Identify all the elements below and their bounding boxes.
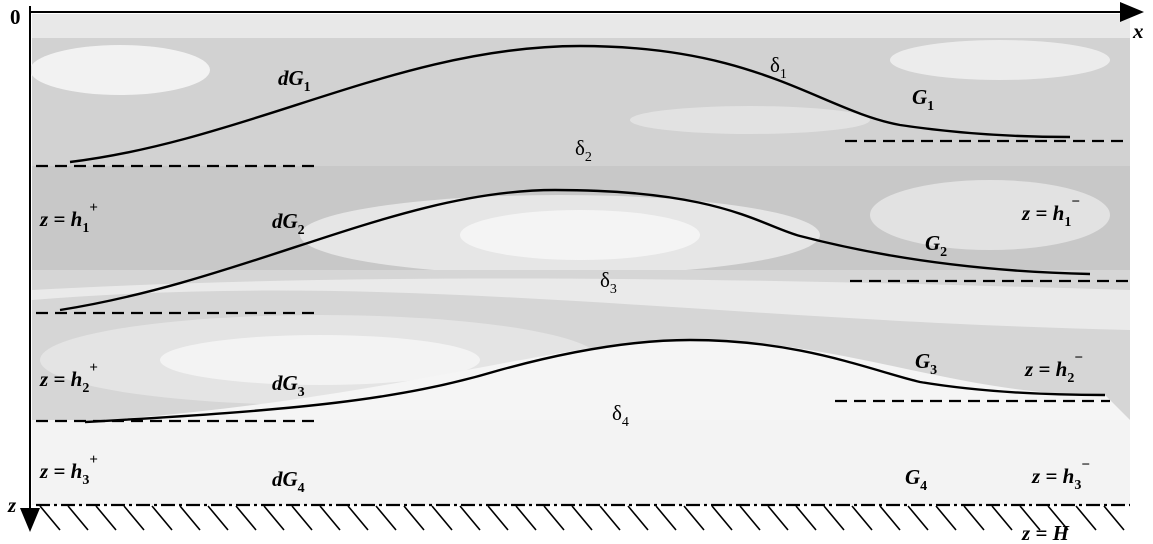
label-sub: 4: [298, 481, 305, 496]
hatch-line: [208, 506, 228, 530]
label-main: z = h: [1021, 201, 1064, 225]
label-main: dG: [272, 371, 298, 395]
hatch-line: [40, 506, 60, 530]
hatch-line: [1076, 506, 1096, 530]
label-sub: 2: [1067, 371, 1074, 386]
label-sub: 3: [610, 282, 617, 297]
label-sup: −: [1081, 457, 1090, 473]
label-sub: 1: [82, 221, 89, 236]
label-main: z = h: [1031, 464, 1074, 488]
hatch-line: [432, 506, 452, 530]
label-sub: 3: [930, 363, 937, 378]
hatch-line: [68, 506, 88, 530]
label-sub: 2: [585, 150, 592, 165]
label-sub: 2: [940, 245, 947, 260]
hatch-line: [348, 506, 368, 530]
label-sub: 4: [920, 479, 927, 494]
label-sub: 1: [780, 67, 787, 82]
hatch-line: [544, 506, 564, 530]
label-sup: +: [89, 452, 98, 468]
z-axis-label: z: [7, 493, 17, 517]
diagram: 0 x z dG1δ1G1δ2z = h1+dG2z = h1−G2δ3z = …: [0, 0, 1153, 544]
hatch-line: [96, 506, 116, 530]
hatch-line: [124, 506, 144, 530]
hatch-line: [796, 506, 816, 530]
hatch-line: [180, 506, 200, 530]
hatch-line: [656, 506, 676, 530]
hatch-line: [628, 506, 648, 530]
bottom-hatching: [40, 506, 1124, 530]
label-main: δ: [770, 53, 780, 77]
label-sub: 1: [927, 99, 934, 114]
label-main: G: [912, 85, 927, 109]
hatch-line: [320, 506, 340, 530]
hatch-line: [152, 506, 172, 530]
label-main: dG: [278, 66, 304, 90]
label-main: z = h: [39, 459, 82, 483]
hatch-line: [740, 506, 760, 530]
label-main: z = H: [1021, 521, 1070, 544]
hatch-line: [600, 506, 620, 530]
hatch-line: [264, 506, 284, 530]
label-main: z = h: [1024, 357, 1067, 381]
label-main: G: [915, 349, 930, 373]
label-sub: 2: [298, 223, 305, 238]
label-sup: +: [89, 200, 98, 216]
hatch-line: [572, 506, 592, 530]
hatch-line: [992, 506, 1012, 530]
hatch-line: [488, 506, 508, 530]
label-main: dG: [272, 209, 298, 233]
hatch-line: [1104, 506, 1124, 530]
label-sub: 1: [304, 80, 311, 95]
label-main: G: [925, 231, 940, 255]
hatch-line: [376, 506, 396, 530]
origin-label: 0: [10, 5, 21, 29]
background: [30, 14, 1130, 505]
hatch-line: [824, 506, 844, 530]
label: z = H: [1021, 521, 1070, 544]
hatch-line: [404, 506, 424, 530]
hatch-line: [516, 506, 536, 530]
label-main: δ: [600, 268, 610, 292]
hatch-line: [460, 506, 480, 530]
label-sup: −: [1071, 194, 1080, 210]
hatch-line: [852, 506, 872, 530]
x-axis-label: x: [1132, 19, 1144, 43]
hatch-line: [880, 506, 900, 530]
hatch-line: [236, 506, 256, 530]
hatch-line: [768, 506, 788, 530]
hatch-line: [964, 506, 984, 530]
label-main: δ: [575, 136, 585, 160]
label-sup: −: [1074, 350, 1083, 366]
label-main: G: [905, 465, 920, 489]
hatch-line: [292, 506, 312, 530]
label-main: z = h: [39, 367, 82, 391]
hatch-line: [712, 506, 732, 530]
label-sub: 3: [1074, 478, 1081, 493]
hatch-line: [936, 506, 956, 530]
label-main: dG: [272, 467, 298, 491]
hatch-line: [908, 506, 928, 530]
label-sub: 2: [82, 381, 89, 396]
label-sup: +: [89, 360, 98, 376]
label-sub: 4: [622, 415, 629, 430]
label-sub: 3: [82, 473, 89, 488]
label-main: δ: [612, 401, 622, 425]
hatch-line: [684, 506, 704, 530]
label-sub: 3: [298, 385, 305, 400]
label-main: z = h: [39, 207, 82, 231]
label-sub: 1: [1064, 215, 1071, 230]
